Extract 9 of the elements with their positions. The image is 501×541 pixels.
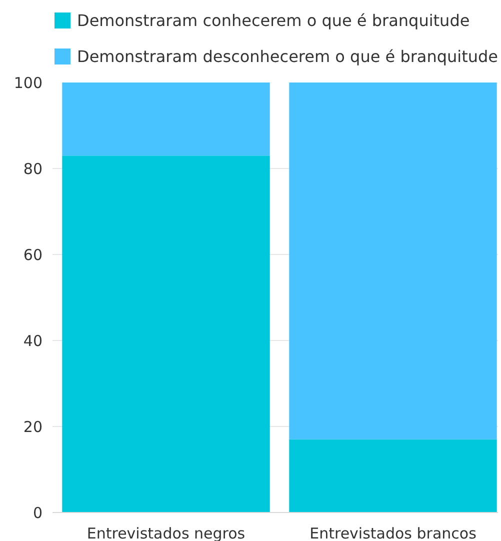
y-tick-label: 40 bbox=[23, 332, 43, 350]
y-tick-label: 80 bbox=[23, 160, 43, 178]
y-tick-label: 20 bbox=[23, 418, 43, 436]
y-tick-label: 100 bbox=[14, 74, 43, 92]
legend-label: Demonstraram desconhecerem o que é branquitude bbox=[77, 46, 498, 66]
y-tick-label: 60 bbox=[23, 246, 43, 264]
x-tick-label: Entrevistados brancos bbox=[310, 524, 477, 541]
y-tick-label: 0 bbox=[32, 504, 43, 522]
legend-label: Demonstraram conhecerem o que é branquitude bbox=[77, 10, 470, 30]
